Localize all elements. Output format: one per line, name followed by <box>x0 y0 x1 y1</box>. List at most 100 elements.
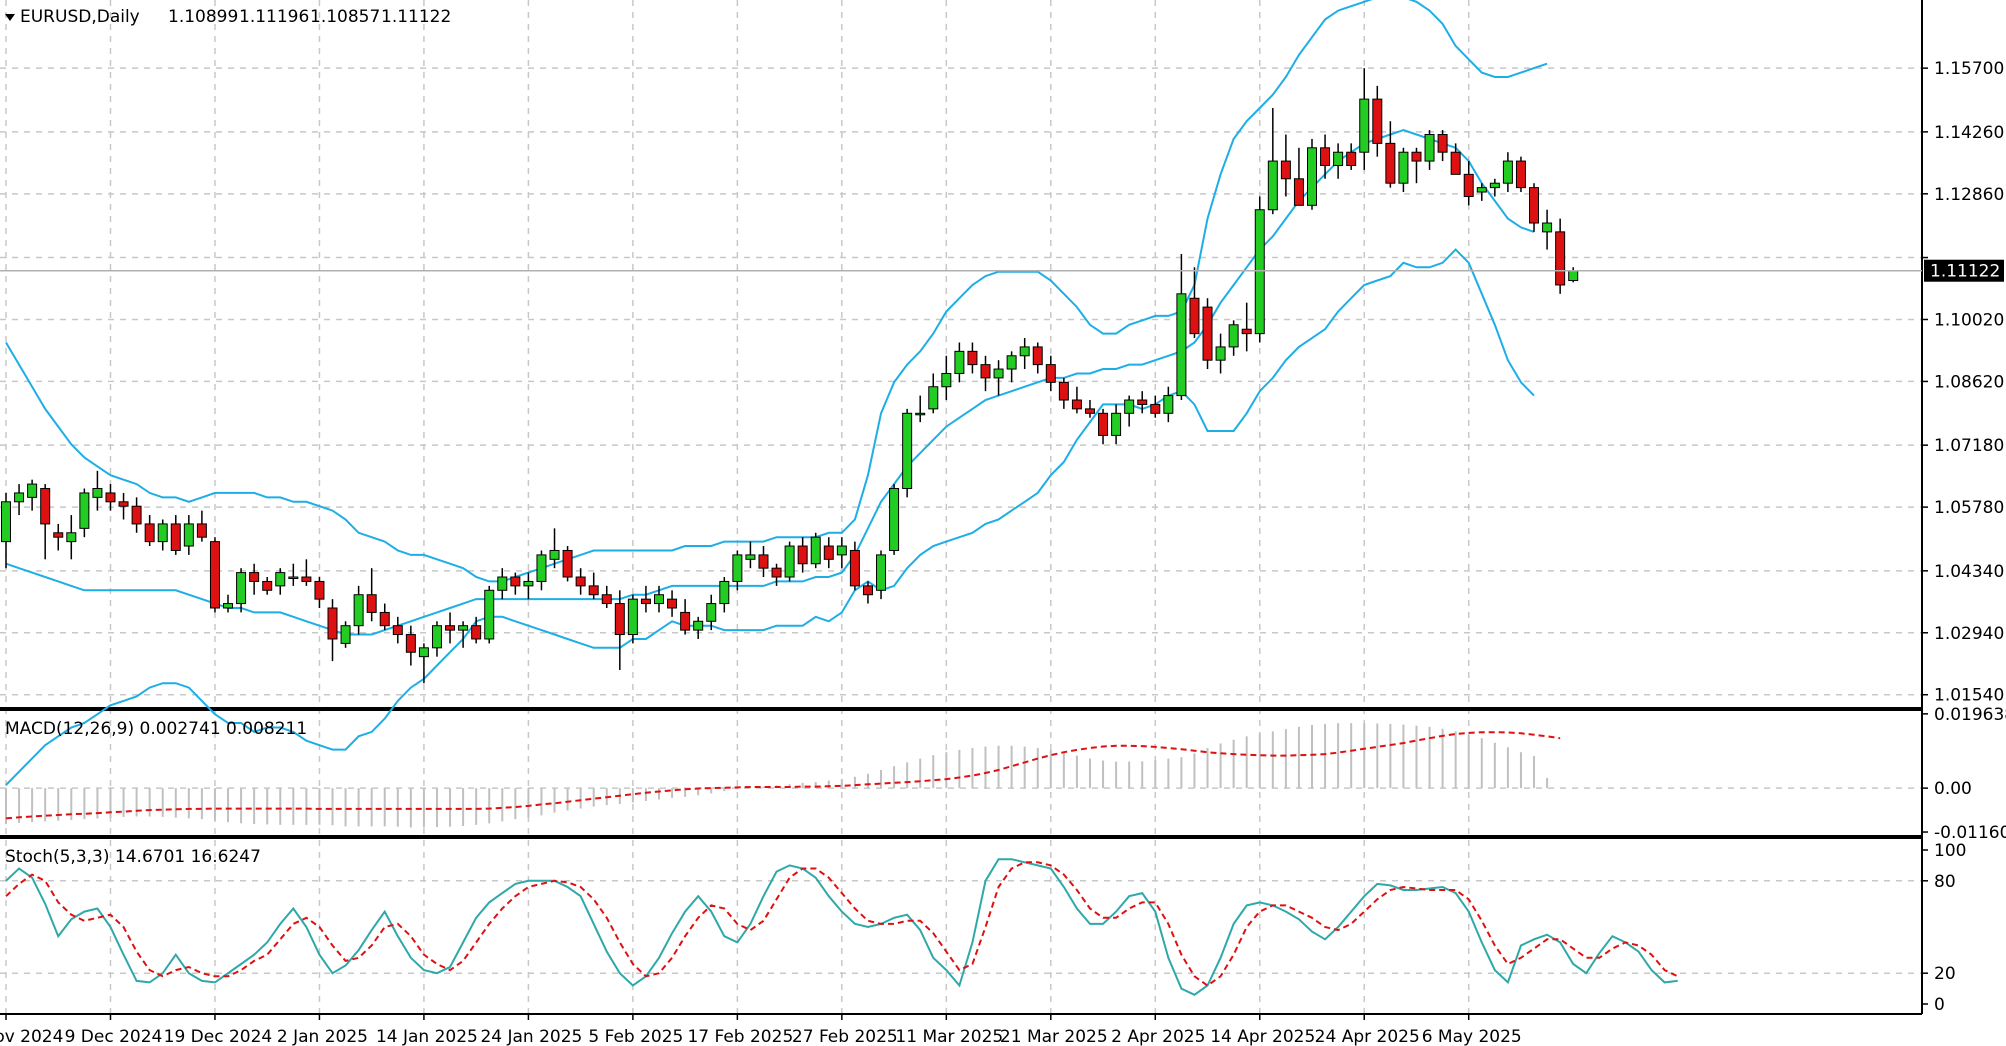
bull-candle <box>353 594 364 627</box>
price-tick-label: 1.02940 <box>1934 624 2004 644</box>
bull-candle <box>719 580 730 605</box>
bull-candle <box>1307 147 1317 206</box>
symbol-dropdown-icon[interactable] <box>5 14 15 21</box>
bull-candle <box>627 598 638 636</box>
ohlc-low: 1.10857 <box>310 7 380 27</box>
bull-candle <box>92 488 103 498</box>
bear-candle <box>1045 364 1056 383</box>
bear-candle <box>667 598 678 609</box>
ohlc-close: 1.11122 <box>381 7 451 27</box>
current-price-tag <box>1924 259 2004 282</box>
price-tick-label: 1.12860 <box>1934 185 2004 205</box>
bear-candle <box>1320 147 1331 166</box>
price-tick-label: 1.01540 <box>1934 686 2004 706</box>
bear-candle <box>144 523 155 543</box>
bear-candle <box>471 625 482 640</box>
stoch-tick-label: 100 <box>1934 841 1966 861</box>
current-price-line: 1.11122 <box>0 259 2004 282</box>
bear-candle <box>249 572 260 582</box>
bull-candle <box>1333 151 1344 166</box>
panel-borders <box>0 0 1923 1015</box>
bear-candle <box>118 501 129 507</box>
bear-candle <box>1071 399 1082 410</box>
bull-candle <box>484 589 495 640</box>
bull-candle <box>810 536 821 565</box>
bull-candle <box>183 523 194 547</box>
price-tick-label: 1.07180 <box>1934 436 2004 456</box>
bear-candle <box>366 594 377 613</box>
stoch-tick-label: 80 <box>1934 872 1956 892</box>
bear-candle <box>170 523 181 551</box>
price-tick-label: 1.04340 <box>1934 562 2004 582</box>
time-tick-label: 11 Mar 2025 <box>895 1027 1003 1046</box>
bull-candle <box>1424 134 1435 162</box>
bull-candle <box>497 576 508 591</box>
bear-candle <box>1346 151 1357 166</box>
bear-candle <box>823 545 834 560</box>
stochastic-indicator <box>5 858 1679 996</box>
bear-candle <box>980 364 991 379</box>
bear-candle <box>1098 412 1109 436</box>
bollinger-middle <box>5 129 1535 636</box>
bear-candle <box>967 350 978 366</box>
price-tick-label: 1.15700 <box>1934 59 2004 79</box>
bear-candle <box>588 585 599 596</box>
candlesticks <box>1 68 1579 684</box>
bear-candle <box>1058 381 1069 401</box>
bear-candle <box>196 523 207 538</box>
bear-candle <box>575 576 586 587</box>
bear-candle <box>1032 346 1043 366</box>
bull-candle <box>1254 209 1265 335</box>
bear-candle <box>1529 187 1540 224</box>
bull-candle <box>458 625 469 631</box>
bear-candle <box>510 576 521 587</box>
bull-candle <box>236 572 247 605</box>
bull-candle <box>1359 98 1370 153</box>
bull-candle <box>1019 346 1030 357</box>
bull-candle <box>889 488 900 551</box>
bull-candle <box>993 368 1004 379</box>
bear-candle <box>862 585 873 596</box>
bear-candle <box>131 505 142 525</box>
macd-tick-label: 0.00 <box>1934 779 1972 799</box>
bear-candle <box>1515 160 1526 189</box>
bull-candle <box>1228 324 1239 348</box>
macd-tick-label: 0.019638 <box>1934 705 2006 725</box>
bull-candle <box>340 625 351 644</box>
bear-candle <box>1450 151 1461 175</box>
time-tick-label: 6 May 2025 <box>1422 1027 1522 1046</box>
bull-candle <box>941 372 952 388</box>
bear-candle <box>1189 297 1200 335</box>
ohlc-open: 1.10899 <box>168 7 238 27</box>
bear-candle <box>1411 151 1422 162</box>
bull-candle <box>223 603 234 609</box>
bull-candle <box>1398 151 1409 184</box>
time-tick-label: 17 Feb 2025 <box>687 1027 793 1046</box>
bull-candle <box>1215 346 1226 361</box>
axes: 1.15700 1.14260 1.12860 1.10020 1.08620 1.071… <box>0 59 2006 1046</box>
macd-indicator <box>5 723 1561 828</box>
bull-candle <box>915 412 926 416</box>
bear-candle <box>1293 178 1304 206</box>
bull-candle <box>157 523 168 543</box>
bull-candle <box>66 532 77 543</box>
bull-candle <box>1 501 11 543</box>
bear-candle <box>680 611 691 631</box>
bull-candle <box>1163 395 1174 414</box>
bear-candle <box>1372 98 1383 144</box>
bear-candle <box>327 607 338 640</box>
bull-candle <box>1568 270 1579 282</box>
bull-candle <box>431 625 442 649</box>
bear-candle <box>758 554 769 569</box>
price-tick-label: 1.14260 <box>1934 123 2004 143</box>
bull-candle <box>654 594 664 605</box>
stoch-label: Stoch(5,3,3) 14.6701 16.6247 <box>5 847 261 867</box>
bear-candle <box>1385 142 1396 184</box>
bull-candle <box>523 580 534 587</box>
bull-candle <box>14 492 25 503</box>
bear-candle <box>1437 134 1448 153</box>
bull-candle <box>784 545 795 578</box>
bear-candle <box>1555 231 1566 286</box>
